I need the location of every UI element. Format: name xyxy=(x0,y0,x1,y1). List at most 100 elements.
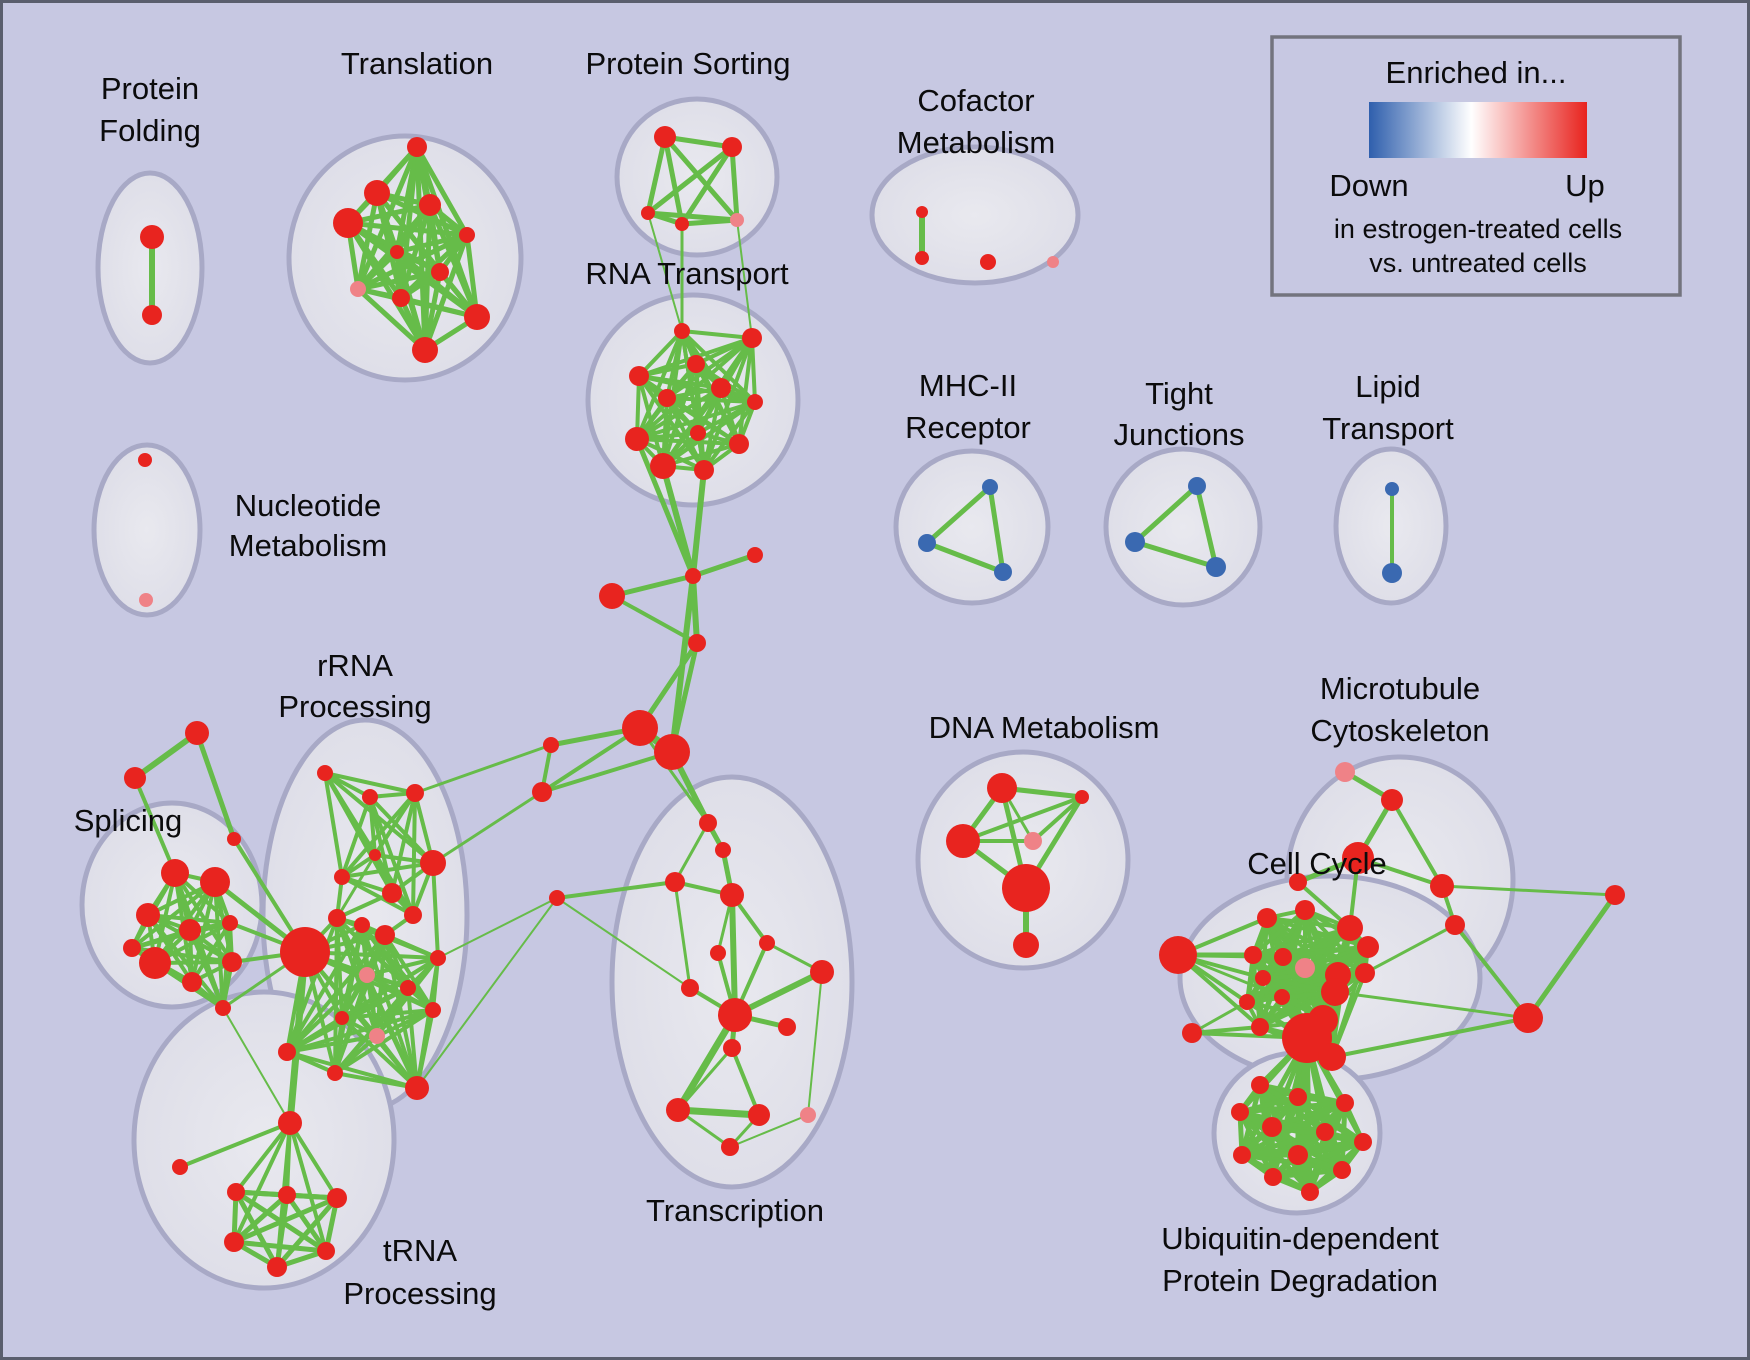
node-sp9 xyxy=(222,952,242,972)
node-tn5 xyxy=(317,1242,335,1260)
cluster-label-cell-cycle: Cell Cycle xyxy=(1247,846,1387,881)
node-mA xyxy=(622,710,658,746)
node-mt1 xyxy=(1335,762,1355,782)
node-lp2 xyxy=(1382,563,1402,583)
node-cc1 xyxy=(1159,936,1197,974)
node-mt4 xyxy=(1289,873,1307,891)
node-rt3 xyxy=(687,355,705,373)
edge-tl5-tl6 xyxy=(394,232,470,255)
edge-tl9-tl10 xyxy=(398,295,480,320)
node-cc2 xyxy=(1257,908,1277,928)
edge-ta1-ta3 xyxy=(194,730,237,842)
edge-rt1-rt9 xyxy=(635,329,684,441)
node-tj3 xyxy=(1206,557,1226,577)
node-mB xyxy=(654,734,690,770)
node-rr6 xyxy=(334,869,350,885)
edge-rr15-rr16 xyxy=(340,1008,435,1020)
cluster-label-tight-junctions: Junctions xyxy=(1114,417,1245,452)
edge-cc4-cc6 xyxy=(1251,926,1352,957)
node-tx9 xyxy=(666,1098,690,1122)
edge-rr16-rr20 xyxy=(340,1016,419,1090)
node-tx12 xyxy=(759,935,775,951)
legend: Enriched in... Down Up in estrogen-treat… xyxy=(1270,35,1682,297)
node-tx10 xyxy=(748,1104,770,1126)
node-mh2 xyxy=(918,534,936,552)
edge-mh1-mh3 xyxy=(987,484,1006,575)
edge-u3-u4 xyxy=(1237,1100,1348,1115)
node-mh1 xyxy=(982,479,998,495)
edge-rr12-rr20 xyxy=(365,973,419,1090)
cluster-label-translation: Translation xyxy=(341,46,493,81)
edge-tl3-tl10 xyxy=(427,202,480,320)
edge-rt7-rt12 xyxy=(702,400,757,472)
edge-txT-tx9 xyxy=(674,1011,739,1114)
node-cc13 xyxy=(1239,994,1255,1010)
edge-rt1-rt2 xyxy=(680,329,754,340)
edge-tl2-tl8 xyxy=(355,190,380,292)
edge-tl7-tl11 xyxy=(422,269,443,353)
edge-rr6-rr8 xyxy=(340,875,415,917)
edge-tl6-tl8 xyxy=(355,249,400,292)
edge-sp6-sp8 xyxy=(190,921,232,984)
node-ps1 xyxy=(654,126,676,148)
node-cc10 xyxy=(1355,963,1375,983)
node-rt11 xyxy=(650,453,676,479)
edge-tl1-tl5 xyxy=(414,144,470,238)
edge-ta2-sp1 xyxy=(133,776,177,875)
cluster-label-cofactor-metabolism: Metabolism xyxy=(897,125,1056,160)
edge-rr19-rr20 xyxy=(333,1071,419,1090)
edge-mh1-mh2 xyxy=(924,484,993,546)
node-m5 xyxy=(543,737,559,753)
node-u3 xyxy=(1231,1103,1249,1121)
edge-rr10-rr18 xyxy=(285,923,364,1054)
edge-ps1-ps4 xyxy=(662,134,685,227)
node-rr11 xyxy=(375,925,395,945)
edge-rr1-rr3 xyxy=(323,771,417,795)
node-rr5 xyxy=(420,850,446,876)
node-tx4 xyxy=(720,883,744,907)
node-tl9 xyxy=(392,289,410,307)
edge-m6-mA xyxy=(540,726,642,794)
edge-ps1-ps3 xyxy=(645,134,668,216)
edge-tx8-tx10 xyxy=(730,1046,761,1117)
node-u5 xyxy=(1262,1117,1282,1137)
edge-m7-tx5 xyxy=(556,897,691,989)
edge-tn2-tn4 xyxy=(231,1192,290,1245)
edge-rr12-rr18 xyxy=(285,973,369,1054)
edge-rr20-m7 xyxy=(416,897,558,1089)
cluster-label-tight-junctions: Tight xyxy=(1145,376,1213,411)
edge-rr2-rr5 xyxy=(368,795,435,865)
edge-rt9-m2 xyxy=(634,436,696,579)
edge-tx8-tx9 xyxy=(676,1046,734,1112)
node-tx7 xyxy=(778,1018,796,1036)
edge-rr18-rr20 xyxy=(285,1050,419,1090)
node-u1 xyxy=(1251,1076,1269,1094)
cluster-label-lipid-transport: Lipid xyxy=(1355,369,1421,404)
edge-tl4-tl11 xyxy=(345,220,428,353)
edge-tx3-tx5 xyxy=(673,880,692,990)
node-rr4 xyxy=(369,849,381,861)
cluster-label-microtubule-cytoskeleton: Cytoskeleton xyxy=(1310,713,1489,748)
node-ps3 xyxy=(641,206,655,220)
node-tx8 xyxy=(723,1039,741,1057)
edge-m1-m4 xyxy=(610,594,699,645)
node-u12 xyxy=(1301,1183,1319,1201)
cluster-label-mhc-ii-receptor: MHC-II xyxy=(919,368,1017,403)
node-nu2 xyxy=(139,593,153,607)
node-rt2 xyxy=(742,328,762,348)
node-rt8 xyxy=(690,425,706,441)
edge-tl8-tl11 xyxy=(355,286,428,353)
cluster-label-ubiquitin-degradation: Protein Degradation xyxy=(1162,1263,1438,1298)
edge-hub2-iso1 xyxy=(178,1121,292,1169)
node-txP xyxy=(800,1107,816,1123)
legend-caption-line2: vs. untreated cells xyxy=(1369,248,1587,278)
edge-rr5-rr6 xyxy=(340,861,435,879)
edge-rr3-rr8 xyxy=(411,791,417,917)
node-mt5 xyxy=(1430,874,1454,898)
node-sp6 xyxy=(222,915,238,931)
edge-mt8-cc14 xyxy=(1333,990,1530,1020)
cluster-label-ubiquitin-degradation: Ubiquitin-dependent xyxy=(1161,1221,1439,1256)
edge-tx6-txP xyxy=(807,971,823,1116)
edge-rr12-rr14 xyxy=(365,956,440,977)
node-nu1 xyxy=(138,453,152,467)
